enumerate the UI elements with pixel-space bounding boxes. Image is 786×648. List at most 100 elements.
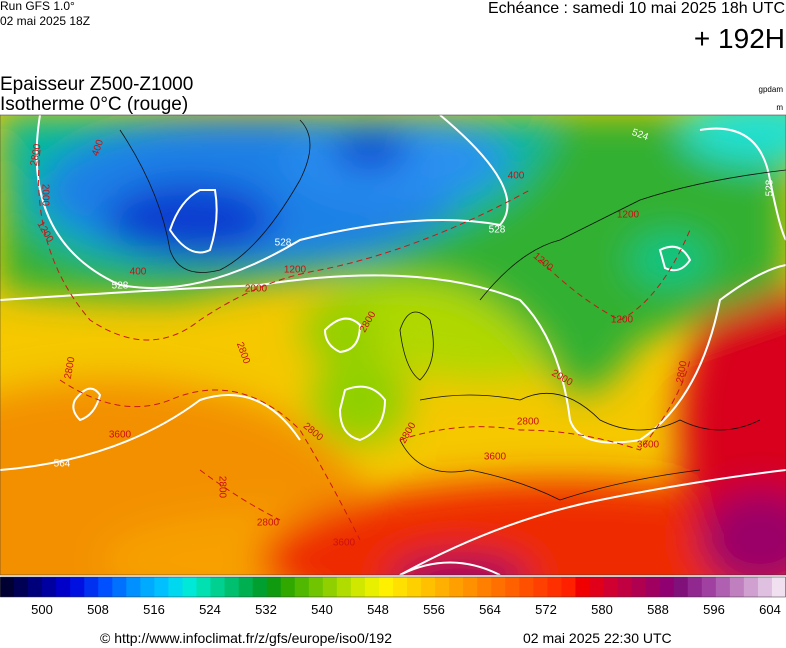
contour-label: 528 [112, 281, 129, 292]
colorbar-swatch [743, 577, 759, 597]
colorbar-swatch [407, 577, 422, 597]
colorbar-swatch [421, 577, 436, 597]
colorbar-swatch [533, 577, 548, 597]
valid-time: Echéance : samedi 10 mai 2025 18h UTC [488, 0, 785, 17]
colorbar-swatch [154, 577, 169, 597]
colorbar-swatch [238, 577, 254, 597]
colorbar-swatch [463, 577, 478, 597]
colorbar-tick-label: 524 [199, 602, 221, 617]
contour-label: 2800 [216, 476, 227, 499]
colorbar-swatch [505, 577, 520, 597]
colorbar-swatch [603, 577, 619, 597]
contour-label: 3600 [637, 440, 660, 451]
colorbar-swatch [252, 577, 268, 597]
contour-label: 564 [54, 459, 71, 470]
colorbar-swatch [28, 577, 43, 597]
source: © http://www.infoclimat.fr/z/gfs/europe/… [100, 630, 392, 646]
colorbar-swatch [112, 577, 127, 597]
colorbar-swatch [98, 577, 113, 597]
thickness-contours [0, 115, 786, 575]
colorbar-swatch [701, 577, 717, 597]
contour-label: 2800 [257, 518, 280, 529]
colorbar-swatch [308, 577, 324, 597]
contour-label: 2800 [675, 360, 690, 384]
colorbar-tick-label: 508 [87, 602, 109, 617]
colorbar-tick-label: 540 [311, 602, 333, 617]
contour-label: 528 [765, 179, 776, 196]
colorbar-swatch [631, 577, 647, 597]
colorbar-swatch [729, 577, 745, 597]
colorbar-swatch [84, 577, 99, 597]
colorbar-swatch [659, 577, 675, 597]
colorbar-swatch [617, 577, 633, 597]
coastlines [119, 119, 786, 501]
colorbar-swatch [561, 577, 576, 597]
colorbar-swatch [364, 577, 380, 597]
legend-title: Epaisseur Z500-Z1000 [0, 74, 193, 95]
contour-label: 3600 [109, 430, 132, 441]
colorbar-swatch [449, 577, 464, 597]
colorbar-tick-label: 564 [479, 602, 501, 617]
contour-label: 528 [275, 238, 292, 249]
colorbar-swatch [196, 577, 212, 597]
unit-iso: m [776, 103, 783, 112]
unit-thickness: gpdam [759, 85, 784, 94]
colorbar-tick-label: 572 [535, 602, 557, 617]
colorbar-swatch [322, 577, 338, 597]
colorbar-swatch [589, 577, 605, 597]
contour-label: 3600 [333, 538, 356, 549]
contour-label: 1200 [617, 210, 640, 221]
contour-label: 2800 [517, 417, 540, 428]
contour-label: 2800 [63, 356, 78, 380]
contour-label: 528 [489, 225, 506, 236]
colorbar-swatch [182, 577, 197, 597]
colorbar-swatch [56, 577, 71, 597]
colorbar-swatch [687, 577, 703, 597]
colorbar-swatch [350, 577, 366, 597]
contour-label: 400 [130, 267, 147, 278]
contour-label: 400 [508, 171, 525, 182]
colorbar-swatch [435, 577, 450, 597]
colorbar-swatch [575, 577, 590, 597]
colorbar-swatch [547, 577, 562, 597]
colorbar-swatch [519, 577, 534, 597]
colorbar-swatch [393, 577, 408, 597]
colorbar-swatch [336, 577, 352, 597]
colorbar-tick-label: 516 [143, 602, 165, 617]
colorbar-swatch [140, 577, 155, 597]
issued: 02 mai 2025 22:30 UTC [523, 630, 672, 646]
colorbar-swatch [224, 577, 240, 597]
colorbar-swatch [645, 577, 661, 597]
colorbar-swatch [210, 577, 226, 597]
colorbar-swatch [771, 577, 786, 597]
contour-label: 2000 [245, 284, 268, 295]
contour-label: 3600 [484, 452, 507, 463]
colorbar-tick-label: 556 [423, 602, 445, 617]
colorbar-tick-label: 604 [759, 602, 781, 617]
lead-time: + 192H [694, 23, 785, 54]
contour-label: 2000 [39, 184, 50, 207]
colorbar-swatch [14, 577, 29, 597]
contour-label: 1200 [284, 265, 307, 276]
colorbar-swatch [0, 577, 15, 597]
colorbar-swatch [70, 577, 85, 597]
colorbar-swatch [266, 577, 282, 597]
colorbar-swatch [378, 577, 394, 597]
colorbar-tick-label: 588 [647, 602, 669, 617]
colorbar-tick-label: 548 [367, 602, 389, 617]
colorbar-swatch [280, 577, 296, 597]
colorbar-swatch [715, 577, 731, 597]
contour-label: 2800 [29, 143, 44, 167]
colorbar-tick-label: 596 [703, 602, 725, 617]
iso0-contours [38, 149, 691, 541]
model-run: Run GFS 1.0° [0, 0, 75, 13]
thickness-field [0, 115, 786, 575]
run-date: 02 mai 2025 18Z [0, 14, 90, 28]
colorbar-tick-label: 580 [591, 602, 613, 617]
colorbar-swatch [294, 577, 310, 597]
colorbar-tick-label: 500 [31, 602, 53, 617]
contour-label: 1200 [611, 315, 634, 326]
legend-subtitle: Isotherme 0°C (rouge) [0, 94, 188, 115]
